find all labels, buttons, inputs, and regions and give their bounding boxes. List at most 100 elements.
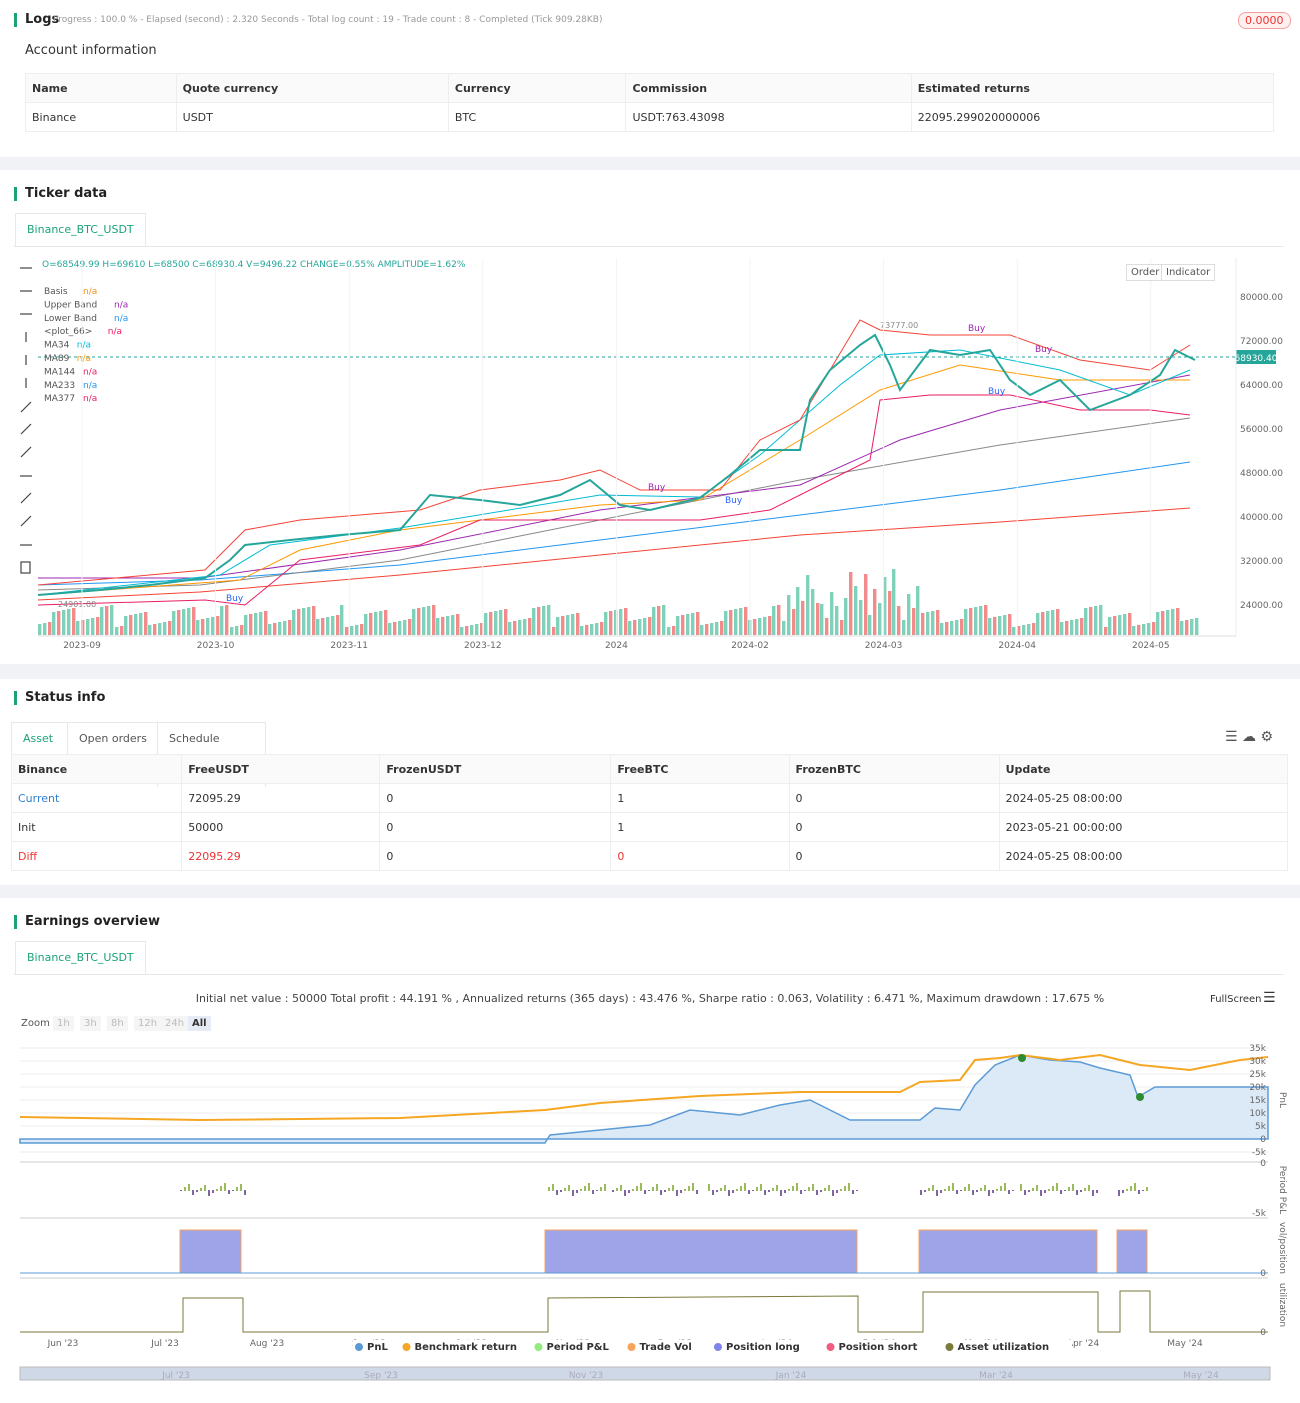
- volume-bar: [432, 605, 436, 635]
- volume-bar: [283, 621, 287, 635]
- zoom-option[interactable]: All: [188, 1016, 211, 1031]
- volume-bar: [729, 610, 733, 635]
- period-bar: [784, 1190, 786, 1193]
- period-bar: [656, 1184, 658, 1191]
- ticker-tab[interactable]: Binance_BTC_USDT: [15, 213, 146, 246]
- zoom-option[interactable]: 12h: [134, 1016, 162, 1031]
- volume-bar: [964, 609, 968, 635]
- period-bar: [196, 1190, 198, 1192]
- period-bar: [1008, 1190, 1010, 1194]
- period-bar: [852, 1190, 854, 1194]
- period-bar: [672, 1185, 674, 1191]
- x-tick: Aug '23: [250, 1339, 284, 1349]
- volume-bar: [532, 608, 536, 635]
- legend-entry: PnL: [367, 1342, 388, 1353]
- period-bar: [780, 1190, 782, 1196]
- volume-bar: [892, 569, 896, 635]
- volume-bar: [849, 572, 853, 635]
- period-bar: [952, 1183, 954, 1191]
- status-title: Status info: [14, 691, 105, 705]
- status-table: Binance FreeUSDT FrozenUSDT FreeBTC FrozenBT…: [10, 754, 1289, 871]
- volume-bar: [811, 589, 815, 635]
- order-button[interactable]: Order: [1126, 264, 1165, 281]
- period-bar: [204, 1185, 206, 1191]
- period-bar: [764, 1190, 766, 1195]
- date-tick: 2023-10: [197, 641, 235, 651]
- period-bar: [1036, 1185, 1038, 1191]
- period-bar: [976, 1190, 978, 1192]
- indicator-button[interactable]: Indicator: [1161, 264, 1216, 281]
- period-bar: [848, 1183, 850, 1191]
- date-tick: 2024-03: [865, 641, 903, 651]
- period-bar: [560, 1190, 562, 1192]
- menu[interactable]: ☰: [1263, 990, 1276, 1006]
- legend-entry: Trade Vol: [640, 1342, 692, 1353]
- legend-swatch: [826, 1343, 835, 1351]
- cell: BTC: [447, 102, 627, 132]
- earnings-tab[interactable]: Binance_BTC_USDT: [15, 941, 146, 974]
- volume-bar: [1156, 612, 1160, 635]
- period-bar: [244, 1190, 246, 1195]
- period-bar: [224, 1183, 226, 1191]
- toolbar-icons[interactable]: ☰ ☁ ⚙: [1225, 729, 1274, 745]
- zoom-option[interactable]: 3h: [80, 1016, 101, 1031]
- period-bar: [1096, 1190, 1098, 1193]
- fullscreen[interactable]: FullScreen: [1210, 994, 1262, 1005]
- period-bar: [188, 1184, 190, 1191]
- period-bar: [740, 1186, 742, 1191]
- volume-bar: [710, 623, 714, 635]
- volume-bar: [537, 607, 541, 635]
- x-tick: Jun '23: [47, 1339, 79, 1349]
- account-title: Account information: [25, 43, 157, 58]
- cell: USDT: [175, 102, 449, 132]
- period-bar: [1092, 1190, 1094, 1196]
- status-tab[interactable]: Open orders: [67, 722, 159, 755]
- zoom-option[interactable]: 24h: [161, 1016, 189, 1031]
- period-bar: [676, 1190, 678, 1196]
- zoom-option[interactable]: 8h: [107, 1016, 128, 1031]
- period-bar: [996, 1189, 998, 1191]
- header-cell: Update: [998, 754, 1289, 784]
- period-bar: [964, 1187, 966, 1191]
- period-bar: [1126, 1189, 1128, 1191]
- navigator[interactable]: [19, 1366, 1271, 1381]
- legend-value: n/a: [83, 381, 97, 391]
- volume-bar: [494, 611, 498, 635]
- row: Current 72095.29 0 1 0 2024-05-25 08:00:00: [10, 783, 1289, 813]
- volume-bar: [57, 611, 61, 635]
- volume-bar: [816, 603, 820, 635]
- period-bars: [180, 1183, 1148, 1196]
- legend-name: MA34: [44, 341, 70, 351]
- period-bar: [804, 1190, 806, 1191]
- legend-bg: [353, 1340, 391, 1353]
- period-bar: [620, 1185, 622, 1191]
- period-bar: [184, 1187, 186, 1191]
- cell: 0: [788, 783, 1000, 813]
- pnl-tick: 5k: [1255, 1122, 1267, 1132]
- low-label: 24901.00: [58, 600, 96, 609]
- volume-bar: [926, 612, 930, 635]
- volume-bar: [998, 616, 1002, 635]
- volume-bar: [528, 618, 532, 635]
- volume-bar: [408, 619, 412, 635]
- zoom-option[interactable]: 1h: [53, 1016, 74, 1031]
- status-tab[interactable]: Asset: [11, 722, 69, 755]
- volume-bar: [566, 615, 570, 635]
- period-bar: [1146, 1187, 1148, 1191]
- volume-bar: [72, 608, 76, 635]
- header-row: Binance FreeUSDT FrozenUSDT FreeBTC FrozenBT…: [10, 754, 1289, 784]
- volume-bar: [196, 620, 200, 635]
- volume-bar: [796, 587, 800, 635]
- legend-entry: Benchmark return: [415, 1342, 517, 1353]
- volume-bar: [436, 618, 440, 635]
- volume-bar: [388, 623, 392, 635]
- row: Init 50000 0 1 0 2023-05-21 00:00:00: [10, 812, 1289, 842]
- legend-swatch: [945, 1343, 954, 1351]
- volume-bar: [446, 616, 450, 635]
- toolbar[interactable]: [20, 267, 32, 574]
- volume-bar: [801, 601, 805, 635]
- volume-bar: [1017, 626, 1021, 635]
- legend-name: MA144: [44, 367, 75, 377]
- signal: Buy: [988, 387, 1006, 397]
